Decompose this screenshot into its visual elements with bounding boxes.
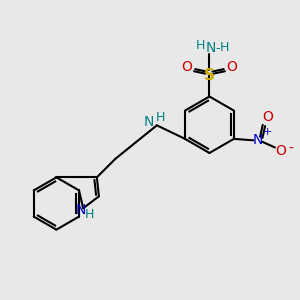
Text: S: S	[204, 68, 215, 82]
Text: O: O	[182, 60, 193, 74]
Text: -: -	[215, 42, 220, 55]
Text: N: N	[253, 133, 263, 147]
Text: O: O	[275, 144, 286, 158]
Text: N: N	[206, 41, 216, 56]
Text: H: H	[220, 41, 230, 54]
Text: O: O	[226, 60, 237, 74]
Text: O: O	[262, 110, 273, 124]
Text: H: H	[85, 208, 94, 221]
Text: H: H	[196, 39, 205, 52]
Text: H: H	[156, 111, 165, 124]
Text: N: N	[143, 116, 154, 129]
Text: N: N	[76, 203, 86, 217]
Text: -: -	[288, 141, 293, 155]
Text: +: +	[263, 127, 272, 137]
